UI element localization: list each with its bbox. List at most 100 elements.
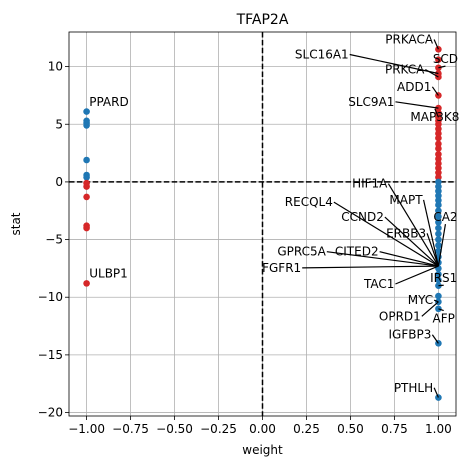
annotation-leader-line (384, 216, 439, 267)
data-point (435, 394, 442, 401)
x-tick-label: 0.75 (381, 422, 408, 436)
point-annotation-label: ERBB3 (386, 226, 426, 240)
annotation-leader-line (433, 39, 439, 50)
data-point (435, 120, 442, 128)
data-point (435, 213, 442, 220)
annotation-leader-line (433, 299, 439, 303)
data-point (435, 201, 442, 209)
point-annotation-label: ADD1 (397, 80, 431, 94)
point-annotation-label: CA2 (433, 210, 457, 224)
point-annotation-label: SCD (433, 52, 458, 66)
data-point (83, 224, 90, 232)
data-point (435, 187, 442, 195)
y-tick-label: 5 (55, 117, 63, 131)
annotation-leader-line (349, 53, 439, 75)
data-point (435, 155, 442, 163)
point-annotation-label: IGFBP3 (389, 328, 432, 342)
data-point (435, 292, 442, 300)
data-point (435, 104, 442, 112)
point-annotation-label: PRKCA (385, 63, 425, 77)
point-annotation-label: GPRC5A (277, 245, 326, 259)
x-tick-label: −0.75 (112, 422, 149, 436)
data-point (83, 156, 90, 164)
annotation-leader-line (438, 308, 444, 312)
annotation-leader-line (433, 387, 439, 398)
data-point (435, 178, 442, 186)
x-tick-label: 0.25 (293, 422, 320, 436)
data-point (435, 242, 442, 249)
annotation-leader-line (425, 68, 439, 78)
chart-title: TFAP2A (236, 12, 289, 28)
point-annotation-label: HIF1A (352, 177, 388, 191)
y-tick-label: −5 (45, 233, 63, 247)
data-point (435, 164, 442, 172)
point-annotation-label: MAP3K8 (410, 110, 459, 124)
data-point (83, 280, 90, 287)
data-point (435, 183, 442, 190)
point-annotation-label: PPARD (89, 95, 129, 109)
annotation-leader-line (438, 65, 446, 69)
x-axis-ticks: −1.00 −0.75 −0.50 −0.25 0.00 0.25 0.50 0.75 1.00 (68, 416, 452, 436)
annotation-leader-line (431, 334, 439, 344)
annotation-leader-line (395, 265, 439, 285)
annotation-leader-line (431, 86, 439, 96)
annotation-leaders (302, 39, 447, 398)
data-point (435, 192, 442, 200)
y-axis-ticks: −20 −15 −10 −5 0 5 10 (38, 60, 69, 420)
annotation-leader-line (379, 251, 439, 267)
data-point (435, 56, 442, 63)
x-tick-label: −0.50 (156, 422, 193, 436)
data-point (435, 276, 442, 284)
point-annotation-label: RECQL4 (285, 195, 333, 209)
data-point (435, 218, 442, 226)
y-tick-label: −15 (38, 348, 63, 362)
point-annotation-label: PTHLH (394, 381, 433, 395)
annotation-leader-line (434, 108, 439, 118)
data-point (435, 207, 442, 215)
annotation-leader-line (421, 301, 439, 317)
data-point (83, 122, 90, 129)
data-point (435, 73, 442, 81)
data-point (435, 140, 442, 148)
point-annotation-label: TAC1 (363, 277, 394, 291)
point-annotation-label: AFP (433, 312, 455, 326)
annotation-leader-line (326, 251, 439, 267)
data-point (435, 130, 442, 137)
data-point (435, 45, 442, 53)
annotation-leader-line (333, 201, 439, 267)
data-point (435, 125, 442, 133)
y-tick-label: 0 (55, 175, 63, 189)
x-tick-label: −0.25 (200, 422, 237, 436)
annotation-leader-line (302, 265, 439, 269)
point-annotation-label: ULBP1 (89, 267, 128, 281)
data-point (435, 270, 442, 278)
annotation-labels: PPARD ULBP1 PRKACA SCD SLC16A1 PRKCA ADD1SLC9A… (89, 33, 459, 395)
data-point (435, 224, 442, 232)
reference-lines (69, 32, 456, 416)
annotation-leader-line (422, 199, 439, 267)
x-tick-label: 0.50 (337, 422, 364, 436)
x-tick-label: 1.00 (425, 422, 452, 436)
annotation-leader-line (387, 183, 439, 267)
annotation-leader-line (395, 101, 439, 109)
point-annotation-label: SLC16A1 (295, 48, 349, 62)
y-tick-label: −20 (38, 406, 63, 420)
point-annotation-label: PRKACA (385, 33, 434, 47)
data-point (435, 169, 442, 176)
y-tick-label: −10 (38, 290, 63, 304)
data-point (435, 173, 442, 181)
annotation-leader-line (437, 224, 447, 267)
data-point (435, 150, 442, 158)
data-point (83, 193, 90, 201)
data-point (83, 173, 90, 181)
x-axis-label: weight (242, 443, 283, 457)
y-tick-label: 10 (48, 60, 63, 74)
point-annotation-label: FGFR1 (262, 261, 301, 275)
data-point (435, 236, 442, 243)
point-annotation-label: MYC (408, 293, 433, 307)
point-annotation-label: IRS1 (430, 271, 457, 285)
x-tick-label: 0.00 (249, 422, 276, 436)
point-annotation-label: SLC9A1 (348, 95, 394, 109)
point-annotation-label: CCND2 (341, 210, 384, 224)
